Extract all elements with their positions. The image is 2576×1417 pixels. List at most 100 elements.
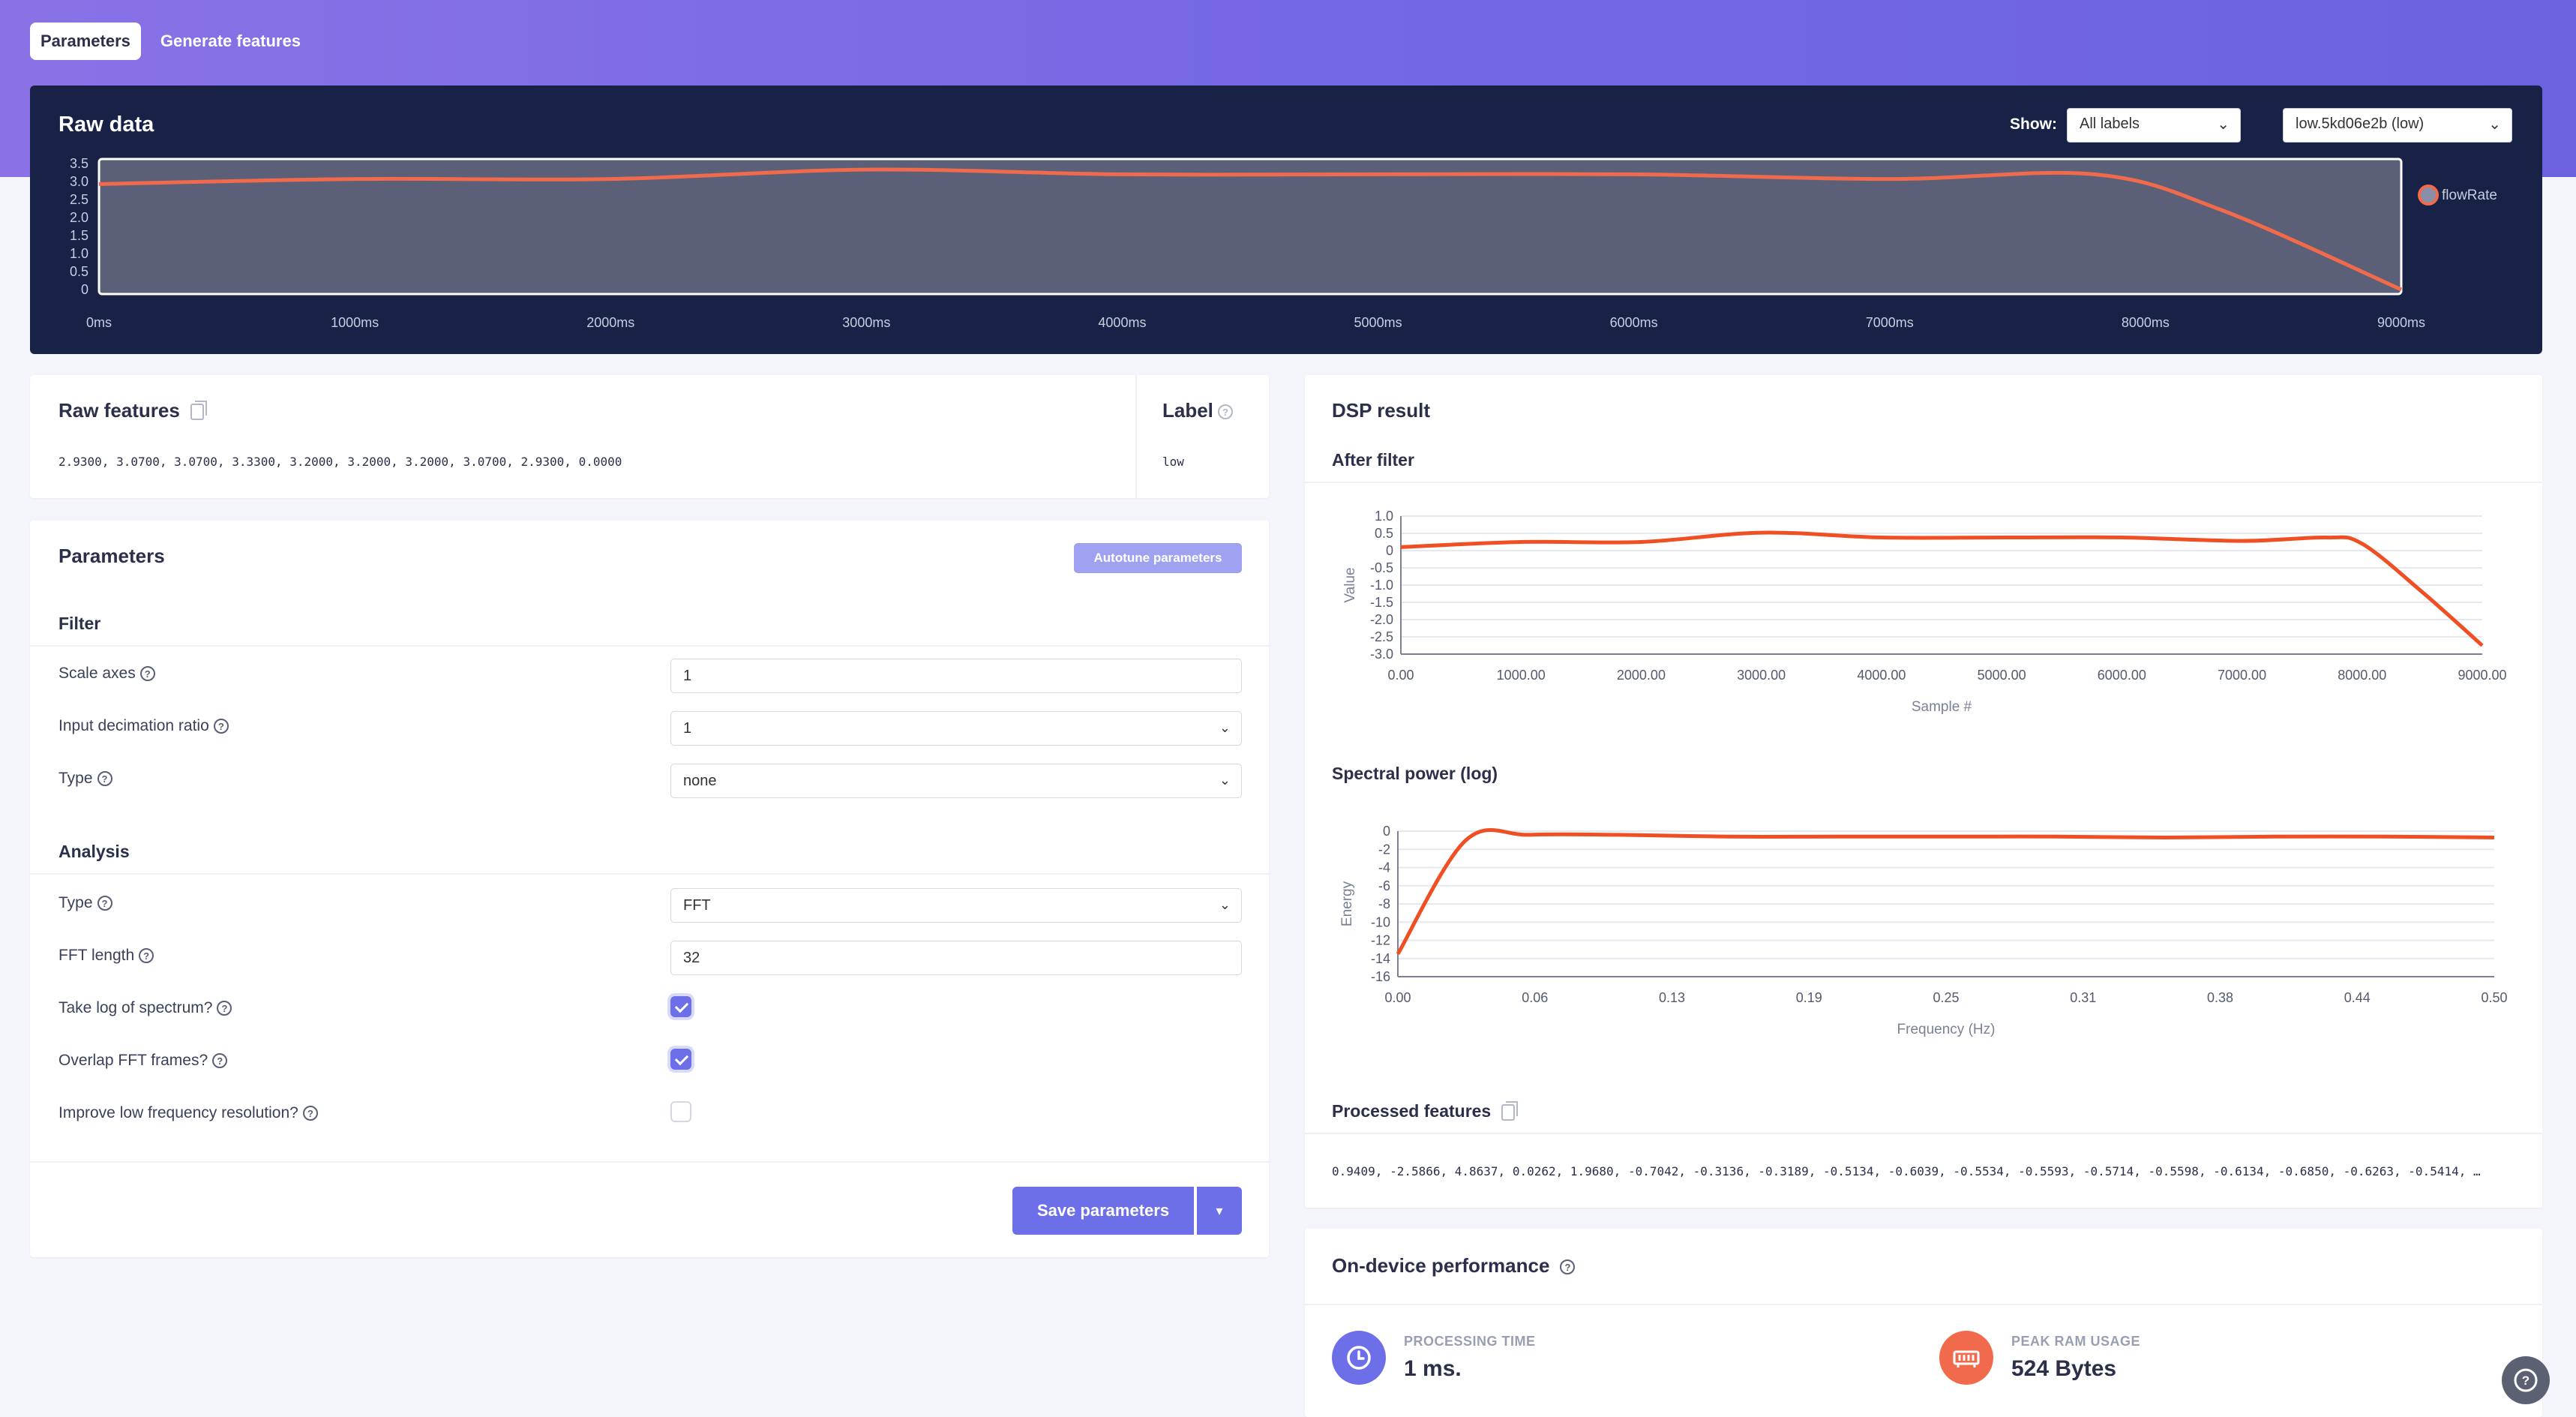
label-title-wrap: Label? [1162, 399, 1233, 422]
analysis-type-select[interactable]: FFT ⌄ [670, 888, 1242, 923]
help-icon[interactable]: ? [217, 1001, 232, 1016]
y-tick-label: -6 [1378, 878, 1390, 893]
y-axis-label: Energy [1339, 881, 1355, 926]
autotune-button[interactable]: Autotune parameters [1074, 543, 1242, 573]
legend-label: flowRate [2442, 188, 2497, 203]
x-tick-label: 2000ms [586, 315, 634, 330]
x-tick-label: 0.31 [2070, 990, 2096, 1005]
ram-usage-value: 524 Bytes [2011, 1356, 2117, 1381]
help-icon[interactable]: ? [97, 771, 112, 787]
overlap-checkbox[interactable] [670, 1049, 691, 1070]
divider [1305, 1304, 2542, 1305]
copy-icon[interactable] [190, 401, 207, 421]
y-tick-label: -0.5 [1370, 560, 1393, 575]
after-filter-title: After filter [1332, 450, 1414, 470]
tab-bar: Parameters Generate features [30, 23, 311, 60]
processed-features-title: Processed features [1332, 1101, 1492, 1121]
sample-select[interactable]: low.5kd06e2b (low) ⌄ [2283, 108, 2512, 143]
y-tick-label: 3.0 [70, 174, 88, 189]
raw-features-values: 2.9300, 3.0700, 3.0700, 3.3300, 3.2000, … [58, 455, 622, 469]
x-tick-label: 1000.00 [1497, 668, 1546, 683]
help-icon[interactable]: ? [302, 1106, 318, 1121]
copy-icon[interactable] [1501, 1100, 1519, 1121]
processing-time-value: 1 ms. [1404, 1356, 1462, 1381]
low-freq-checkbox[interactable] [670, 1101, 691, 1122]
save-options-button[interactable]: ▾ [1197, 1187, 1242, 1235]
label-value: low [1162, 455, 1184, 469]
labels-select[interactable]: All labels ⌄ [2067, 108, 2241, 143]
parameters-card: Parameters Autotune parameters Filter Sc… [30, 521, 1269, 1257]
filter-type-label: Type? [58, 770, 112, 788]
series-line [1400, 530, 2484, 647]
fft-length-input[interactable]: 32 [670, 941, 1242, 975]
y-tick-label: -12 [1371, 933, 1390, 948]
low-freq-text: Improve low frequency resolution? [58, 1104, 298, 1121]
scale-axes-label: Scale axes? [58, 665, 155, 683]
raw-features-title-wrap: Raw features [58, 399, 207, 422]
x-tick-label: 7000ms [1866, 315, 1914, 330]
performance-title: On-device performance [1332, 1254, 1550, 1277]
decimation-label: Input decimation ratio? [58, 717, 229, 735]
x-tick-label: 0.38 [2207, 990, 2233, 1005]
raw-data-chart[interactable]: 3.5 3.0 2.5 2.0 1.5 1.0 0.5 0 0ms 1000ms 2000ms 300… [30, 86, 2542, 354]
analysis-type-value: FFT [683, 897, 711, 914]
x-tick-label: 0.13 [1659, 990, 1685, 1005]
decimation-text: Input decimation ratio [58, 717, 209, 734]
x-tick-label: 4000.00 [1857, 668, 1906, 683]
spectral-chart[interactable]: 0 -2 -4 -6 -8 -10 -12 -14 -16 0.00 0.06 0.13 0.19 0.2… [1305, 795, 2542, 1065]
help-button[interactable]: ? [2502, 1356, 2550, 1404]
y-tick-label: 0 [81, 282, 88, 297]
performance-title-wrap: On-device performance? [1332, 1254, 1576, 1277]
y-tick-label: -2.0 [1370, 612, 1393, 627]
chart-plot-area[interactable] [97, 158, 2403, 296]
filter-type-value: none [683, 773, 717, 789]
x-tick-label: 3000.00 [1737, 668, 1786, 683]
overlap-text: Overlap FFT frames? [58, 1052, 208, 1069]
chevron-down-icon: ⌄ [2217, 116, 2230, 133]
low-freq-label: Improve low frequency resolution?? [58, 1104, 318, 1122]
x-tick-label: 6000.00 [2098, 668, 2146, 683]
tab-parameters[interactable]: Parameters [30, 23, 141, 60]
help-icon[interactable]: ? [212, 1053, 228, 1069]
scale-axes-input[interactable]: 1 [670, 659, 1242, 693]
x-tick-label: 8000ms [2122, 315, 2170, 330]
help-icon[interactable]: ? [213, 719, 229, 734]
y-tick-label: 0 [1383, 824, 1390, 839]
help-icon[interactable]: ? [1560, 1259, 1576, 1275]
y-axis-label: Value [1342, 567, 1358, 602]
decimation-select[interactable]: 1 ⌄ [670, 711, 1242, 746]
svg-text:?: ? [2522, 1373, 2530, 1388]
help-icon[interactable]: ? [139, 666, 155, 682]
help-icon[interactable]: ? [139, 948, 154, 964]
chevron-down-icon: ⌄ [1219, 897, 1231, 912]
y-tick-label: -16 [1371, 969, 1390, 984]
raw-data-panel: Raw data Show: All labels ⌄ low.5kd06e2b… [30, 86, 2542, 354]
divider [1305, 1133, 2542, 1134]
legend-marker[interactable] [2418, 185, 2439, 206]
y-tick-label: -1.0 [1370, 578, 1393, 593]
y-tick-label: -2 [1378, 842, 1390, 857]
y-tick-label: 0.5 [70, 264, 88, 279]
y-tick-label: -1.5 [1370, 595, 1393, 610]
y-tick-label: -14 [1371, 951, 1390, 966]
tab-generate-features[interactable]: Generate features [160, 32, 301, 50]
after-filter-chart[interactable]: 1.0 0.5 0 -0.5 -1.0 -1.5 -2.0 -2.5 -3.0 0.00 1000.… [1305, 488, 2542, 743]
x-tick-label: 7000.00 [2218, 668, 2266, 683]
x-tick-label: 9000ms [2377, 315, 2425, 330]
x-axis-label: Sample # [1912, 699, 1972, 715]
help-icon[interactable]: ? [97, 896, 112, 911]
save-parameters-button[interactable]: Save parameters [1012, 1187, 1194, 1235]
scale-axes-text: Scale axes [58, 665, 136, 682]
y-tick-label: 3.5 [70, 156, 88, 171]
x-tick-label: 1000ms [331, 315, 379, 330]
parameters-title: Parameters [58, 545, 165, 567]
x-tick-label: 0.06 [1522, 990, 1548, 1005]
processed-features-values: 0.9409, -2.5866, 4.8637, 0.0262, 1.9680,… [1332, 1164, 2481, 1178]
filter-type-select[interactable]: none ⌄ [670, 764, 1242, 798]
help-icon[interactable]: ? [1217, 404, 1233, 420]
x-tick-label: 4000ms [1098, 315, 1146, 330]
card-divider [1135, 375, 1137, 498]
divider [30, 873, 1269, 875]
x-tick-label: 2000.00 [1617, 668, 1666, 683]
log-spectrum-checkbox[interactable] [670, 996, 691, 1017]
